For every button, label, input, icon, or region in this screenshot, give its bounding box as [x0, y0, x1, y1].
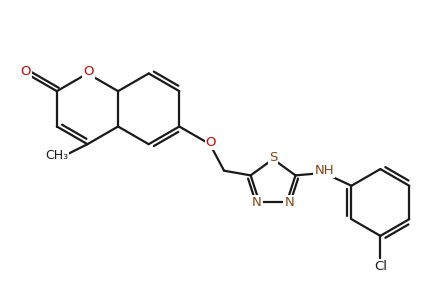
Text: O: O	[206, 136, 216, 149]
Text: NH: NH	[315, 164, 334, 177]
Text: CH₃: CH₃	[45, 149, 68, 162]
Text: S: S	[269, 151, 277, 164]
Text: O: O	[83, 65, 93, 78]
Text: Cl: Cl	[374, 260, 387, 273]
Text: O: O	[20, 65, 31, 78]
Text: N: N	[252, 196, 262, 209]
Text: N: N	[284, 196, 294, 209]
